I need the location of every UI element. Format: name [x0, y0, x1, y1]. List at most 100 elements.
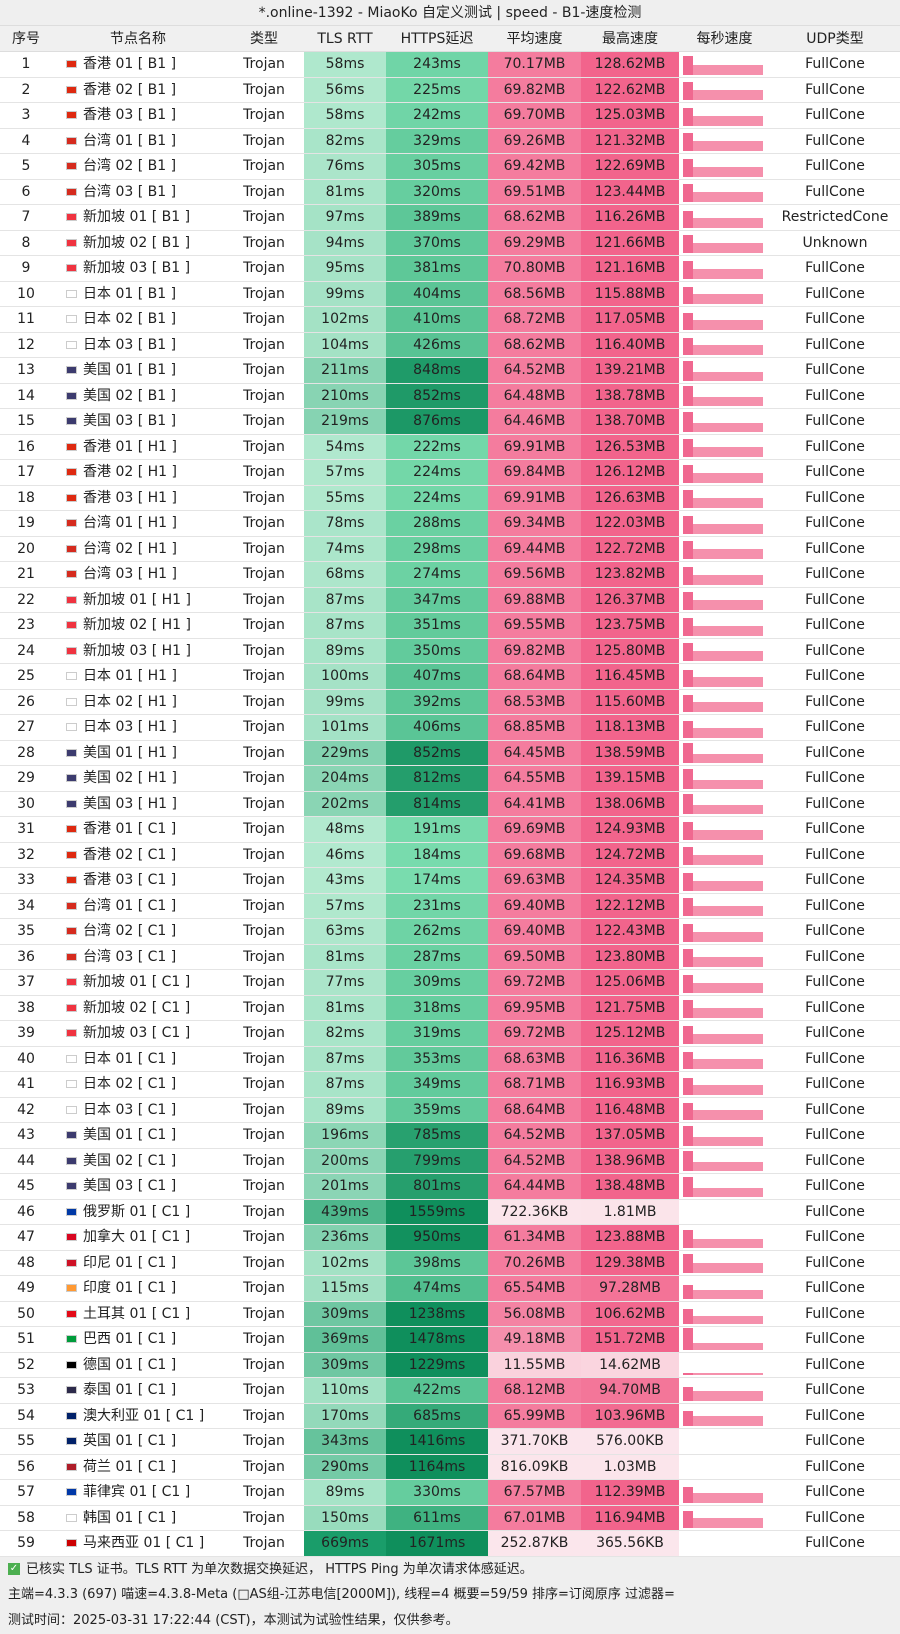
flag-jp-icon [66, 723, 77, 731]
per-second-speed [679, 1404, 770, 1429]
table-row[interactable]: 36 台湾 03 [ C1 ] Trojan 81ms 287ms 69.50MB 123.… [0, 944, 900, 970]
table-row[interactable]: 41 日本 02 [ C1 ] Trojan 87ms 349ms 68.71MB 116.… [0, 1072, 900, 1098]
table-row[interactable]: 31 香港 01 [ C1 ] Trojan 48ms 191ms 69.69MB 124.… [0, 817, 900, 843]
table-row[interactable]: 23 新加坡 02 [ H1 ] Trojan 87ms 351ms 69.55MB 123… [0, 613, 900, 639]
table-row[interactable]: 1 香港 01 [ B1 ] Trojan 58ms 243ms 70.17MB 128.6… [0, 52, 900, 78]
table-row[interactable]: 11 日本 02 [ B1 ] Trojan 102ms 410ms 68.72MB 117… [0, 307, 900, 333]
table-row[interactable]: 51 巴西 01 [ C1 ] Trojan 369ms 1478ms 49.18MB 15… [0, 1327, 900, 1353]
table-row[interactable]: 35 台湾 02 [ C1 ] Trojan 63ms 262ms 69.40MB 122.… [0, 919, 900, 945]
tls-rtt: 43ms [304, 868, 386, 893]
table-row[interactable]: 44 美国 02 [ C1 ] Trojan 200ms 799ms 64.52MB 138… [0, 1148, 900, 1174]
header-max-speed[interactable]: 最高速度 [602, 31, 658, 47]
table-row[interactable]: 52 德国 01 [ C1 ] Trojan 309ms 1229ms 11.55MB 14… [0, 1352, 900, 1378]
node-type: Trojan [243, 107, 285, 123]
row-index: 5 [21, 158, 31, 174]
table-row[interactable]: 27 日本 03 [ H1 ] Trojan 101ms 406ms 68.85MB 118… [0, 715, 900, 741]
table-row[interactable]: 54 澳大利亚 01 [ C1 ] Trojan 170ms 685ms 65.99MB 1… [0, 1403, 900, 1429]
table-row[interactable]: 20 台湾 02 [ H1 ] Trojan 74ms 298ms 69.44MB 122.… [0, 536, 900, 562]
node-name: 美国 02 [ B1 ] [52, 384, 224, 409]
table-row[interactable]: 16 香港 01 [ H1 ] Trojan 54ms 222ms 69.91MB 126.… [0, 434, 900, 460]
header-index[interactable]: 序号 [12, 31, 40, 47]
speed-sparkline-peak [683, 898, 693, 916]
table-row[interactable]: 55 英国 01 [ C1 ] Trojan 343ms 1416ms 371.70KB 5… [0, 1429, 900, 1455]
speed-sparkline-peak [683, 287, 693, 304]
node-name: 澳大利亚 01 [ C1 ] [52, 1404, 224, 1429]
node-name-label: 美国 03 [ C1 ] [83, 1178, 177, 1194]
table-row[interactable]: 7 新加坡 01 [ B1 ] Trojan 97ms 389ms 68.62MB 116.… [0, 205, 900, 231]
udp-type: FullCone [805, 948, 865, 965]
per-second-speed [679, 1302, 770, 1327]
node-name: 香港 02 [ C1 ] [52, 843, 224, 868]
udp-type: FullCone [805, 464, 865, 480]
table-row[interactable]: 58 韩国 01 [ C1 ] Trojan 150ms 611ms 67.01MB 116… [0, 1505, 900, 1531]
table-row[interactable]: 22 新加坡 01 [ H1 ] Trojan 87ms 347ms 69.88MB 126… [0, 587, 900, 613]
table-row[interactable]: 49 印度 01 [ C1 ] Trojan 115ms 474ms 65.54MB 97.… [0, 1276, 900, 1302]
https-delay: 410ms [386, 307, 488, 332]
header-type[interactable]: 类型 [250, 31, 278, 47]
max-speed: 139.15MB [581, 766, 679, 791]
header-https-delay[interactable]: HTTPS延迟 [400, 31, 474, 47]
table-row[interactable]: 14 美国 02 [ B1 ] Trojan 210ms 852ms 64.48MB 138… [0, 383, 900, 409]
table-row[interactable]: 2 香港 02 [ B1 ] Trojan 56ms 225ms 69.82MB 122.6… [0, 77, 900, 103]
table-row[interactable]: 3 香港 03 [ B1 ] Trojan 58ms 242ms 69.70MB 125.0… [0, 103, 900, 129]
table-row[interactable]: 8 新加坡 02 [ B1 ] Trojan 94ms 370ms 69.29MB 121.… [0, 230, 900, 256]
table-row[interactable]: 25 日本 01 [ H1 ] Trojan 100ms 407ms 68.64MB 116… [0, 664, 900, 690]
speed-sparkline-bar [683, 1263, 763, 1273]
table-row[interactable]: 33 香港 03 [ C1 ] Trojan 43ms 174ms 69.63MB 124.… [0, 868, 900, 894]
table-row[interactable]: 43 美国 01 [ C1 ] Trojan 196ms 785ms 64.52MB 137… [0, 1123, 900, 1149]
table-row[interactable]: 9 新加坡 03 [ B1 ] Trojan 95ms 381ms 70.80MB 121.… [0, 256, 900, 282]
per-second-speed [679, 1506, 770, 1531]
table-row[interactable]: 10 日本 01 [ B1 ] Trojan 99ms 404ms 68.56MB 115.… [0, 281, 900, 307]
table-row[interactable]: 6 台湾 03 [ B1 ] Trojan 81ms 320ms 69.51MB 123.4… [0, 179, 900, 205]
table-row[interactable]: 34 台湾 01 [ C1 ] Trojan 57ms 231ms 69.40MB 122.… [0, 893, 900, 919]
table-row[interactable]: 13 美国 01 [ B1 ] Trojan 211ms 848ms 64.52MB 139… [0, 358, 900, 384]
speed-sparkline-peak [683, 566, 693, 585]
header-per-second-speed[interactable]: 每秒速度 [696, 31, 753, 47]
node-name-label: 新加坡 02 [ H1 ] [83, 617, 191, 633]
table-row[interactable]: 26 日本 02 [ H1 ] Trojan 99ms 392ms 68.53MB 115.… [0, 689, 900, 715]
table-row[interactable]: 39 新加坡 03 [ C1 ] Trojan 82ms 319ms 69.72MB 125… [0, 1021, 900, 1047]
table-row[interactable]: 37 新加坡 01 [ C1 ] Trojan 77ms 309ms 69.72MB 125… [0, 970, 900, 996]
table-row[interactable]: 12 日本 03 [ B1 ] Trojan 104ms 426ms 68.62MB 116… [0, 332, 900, 358]
table-row[interactable]: 53 泰国 01 [ C1 ] Trojan 110ms 422ms 68.12MB 94.… [0, 1378, 900, 1404]
header-avg-speed[interactable]: 平均速度 [506, 31, 563, 47]
table-row[interactable]: 21 台湾 03 [ H1 ] Trojan 68ms 274ms 69.56MB 123.… [0, 562, 900, 588]
table-row[interactable]: 56 荷兰 01 [ C1 ] Trojan 290ms 1164ms 816.09KB 1… [0, 1454, 900, 1480]
flag-tw-icon [66, 136, 77, 145]
table-row[interactable]: 4 台湾 01 [ B1 ] Trojan 82ms 329ms 69.26MB 121.3… [0, 128, 900, 154]
https-delay: 298ms [386, 536, 488, 561]
table-row[interactable]: 38 新加坡 02 [ C1 ] Trojan 81ms 318ms 69.95MB 121… [0, 995, 900, 1021]
https-delay: 320ms [386, 179, 488, 204]
table-row[interactable]: 18 香港 03 [ H1 ] Trojan 55ms 224ms 69.91MB 126.… [0, 485, 900, 511]
table-row[interactable]: 50 土耳其 01 [ C1 ] Trojan 309ms 1238ms 56.08MB 1… [0, 1301, 900, 1327]
table-row[interactable]: 57 菲律宾 01 [ C1 ] Trojan 89ms 330ms 67.57MB 112… [0, 1480, 900, 1506]
header-udp-type[interactable]: UDP类型 [806, 31, 864, 47]
flag-de-icon [66, 1360, 77, 1369]
table-row[interactable]: 45 美国 03 [ C1 ] Trojan 201ms 801ms 64.44MB 138… [0, 1174, 900, 1200]
table-row[interactable]: 19 台湾 01 [ H1 ] Trojan 78ms 288ms 69.34MB 122.… [0, 511, 900, 537]
table-row[interactable]: 42 日本 03 [ C1 ] Trojan 89ms 359ms 68.64MB 116.… [0, 1097, 900, 1123]
table-row[interactable]: 47 加拿大 01 [ C1 ] Trojan 236ms 950ms 61.34MB 12… [0, 1225, 900, 1251]
table-row[interactable]: 5 台湾 02 [ B1 ] Trojan 76ms 305ms 69.42MB 122.6… [0, 154, 900, 180]
table-row[interactable]: 30 美国 03 [ H1 ] Trojan 202ms 814ms 64.41MB 138… [0, 791, 900, 817]
table-row[interactable]: 46 俄罗斯 01 [ C1 ] Trojan 439ms 1559ms 722.36KB… [0, 1199, 900, 1225]
tls-rtt: 102ms [304, 307, 386, 332]
table-row[interactable]: 32 香港 02 [ C1 ] Trojan 46ms 184ms 69.68MB 124.… [0, 842, 900, 868]
header-node-name[interactable]: 节点名称 [110, 31, 166, 47]
node-type: Trojan [243, 260, 285, 276]
node-name: 美国 03 [ H1 ] [52, 792, 224, 817]
table-row[interactable]: 29 美国 02 [ H1 ] Trojan 204ms 812ms 64.55MB 139… [0, 766, 900, 792]
max-speed: 139.21MB [581, 358, 679, 383]
table-row[interactable]: 48 印尼 01 [ C1 ] Trojan 102ms 398ms 70.26MB 129… [0, 1250, 900, 1276]
udp-type: FullCone [805, 56, 865, 72]
speed-sparkline-bar [683, 397, 763, 406]
header-tls-rtt[interactable]: TLS RTT [317, 31, 373, 47]
per-second-speed [679, 537, 770, 562]
table-row[interactable]: 24 新加坡 03 [ H1 ] Trojan 89ms 350ms 69.82MB 125… [0, 638, 900, 664]
table-row[interactable]: 40 日本 01 [ C1 ] Trojan 87ms 353ms 68.63MB 116.… [0, 1046, 900, 1072]
table-row[interactable]: 17 香港 02 [ H1 ] Trojan 57ms 224ms 69.84MB 126.… [0, 460, 900, 486]
table-row[interactable]: 28 美国 01 [ H1 ] Trojan 229ms 852ms 64.45MB 138… [0, 740, 900, 766]
table-row[interactable]: 15 美国 03 [ B1 ] Trojan 219ms 876ms 64.46MB 138… [0, 409, 900, 435]
table-row[interactable]: 59 马来西亚 01 [ C1 ] Trojan 669ms 1671ms 252.87K… [0, 1531, 900, 1557]
node-name-label: 土耳其 01 [ C1 ] [83, 1305, 191, 1322]
